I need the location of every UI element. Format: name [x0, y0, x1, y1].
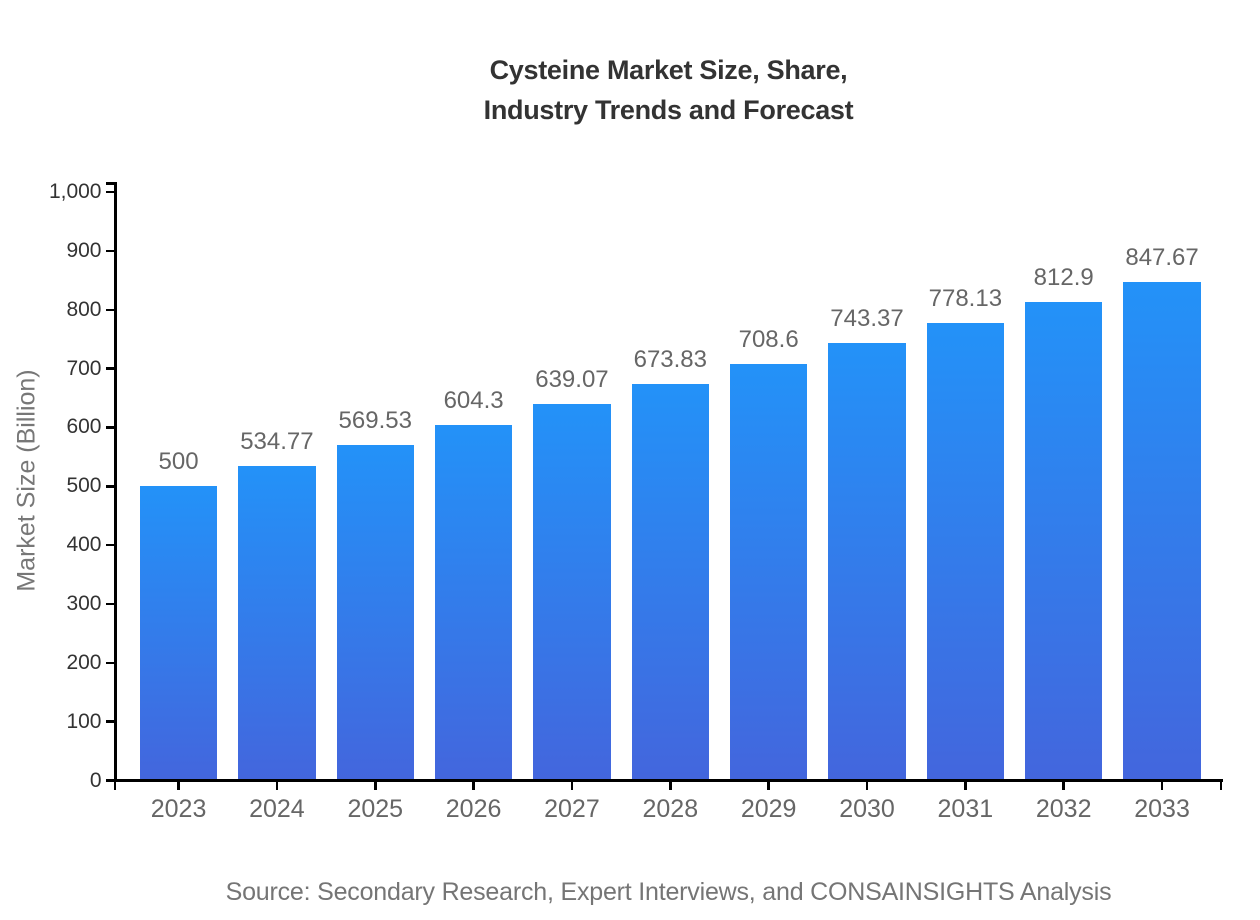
bar-value-label: 500 — [158, 448, 199, 476]
bar-value-label: 534.77 — [240, 427, 314, 455]
x-axis-tick — [570, 782, 574, 790]
bar-2031 — [926, 322, 1005, 779]
bar-2026 — [434, 424, 513, 779]
x-axis-category-label: 2028 — [642, 795, 699, 823]
x-axis-outer-tick-right — [1219, 782, 1222, 790]
y-axis-tick — [105, 779, 114, 782]
y-axis-tick-label: 600 — [66, 415, 102, 439]
y-axis-tick — [105, 367, 114, 370]
x-axis-category-label: 2029 — [740, 795, 797, 823]
x-axis-category-label: 2033 — [1134, 795, 1190, 823]
y-axis-tick — [105, 190, 114, 194]
bar-2025 — [336, 445, 414, 779]
y-axis-tick-label: 300 — [66, 591, 102, 615]
bar-value-label: 847.67 — [1125, 243, 1199, 271]
bar-value-label: 639.07 — [535, 366, 609, 394]
bar-value-label: 604.3 — [443, 386, 504, 414]
y-axis-tick — [105, 485, 114, 488]
bar-2033 — [1123, 281, 1201, 779]
bar-value-label: 743.37 — [830, 305, 904, 333]
y-axis-tick — [105, 661, 114, 665]
y-axis-tick — [105, 720, 114, 723]
y-axis-tick-label: 400 — [66, 533, 102, 557]
x-axis-tick — [374, 782, 377, 790]
x-axis-tick — [767, 782, 770, 790]
x-axis-tick — [669, 782, 672, 790]
y-axis-outer-tick — [105, 182, 114, 185]
bar-value-label: 708.6 — [738, 325, 799, 353]
y-axis-tick-label: 1,000 — [48, 180, 102, 204]
bar-2023 — [139, 486, 218, 779]
bar-value-label: 673.83 — [633, 346, 707, 374]
x-axis-category-label: 2031 — [937, 795, 994, 823]
y-axis-tick — [105, 308, 114, 312]
bar-2032 — [1024, 302, 1103, 779]
x-axis-line — [113, 779, 1223, 782]
bar-2024 — [238, 465, 316, 779]
chart-title-line-2: Industry Trends and Forecast — [483, 95, 854, 125]
y-axis-tick-label: 900 — [66, 238, 102, 262]
y-axis-tick-label: 100 — [66, 709, 102, 733]
y-axis-tick-label: 700 — [66, 356, 102, 380]
x-axis-tick — [865, 782, 869, 790]
bar-value-label: 569.53 — [338, 407, 412, 435]
x-axis-tick — [1062, 782, 1065, 790]
x-axis-outer-tick-left — [113, 782, 116, 790]
chart-title-line-1: Cysteine Market Size, Share, — [489, 55, 848, 85]
x-axis-tick — [275, 782, 279, 790]
x-axis-tick — [177, 782, 180, 790]
y-axis-tick-label: 500 — [66, 474, 102, 498]
y-axis-line — [113, 182, 117, 782]
bar-2029 — [729, 363, 808, 779]
x-axis-category-label: 2024 — [249, 795, 305, 823]
source-attribution: Source: Secondary Research, Expert Inter… — [225, 878, 1112, 906]
x-axis-category-label: 2032 — [1035, 795, 1092, 823]
y-axis-tick-label: 200 — [66, 650, 102, 674]
bar-value-label: 812.9 — [1033, 264, 1094, 292]
x-axis-category-label: 2025 — [347, 795, 404, 823]
bar-2030 — [828, 343, 906, 779]
y-axis-tick — [105, 426, 114, 429]
x-axis-category-label: 2026 — [445, 795, 502, 823]
x-axis-tick — [1160, 782, 1164, 790]
y-axis-tick — [105, 602, 114, 606]
bar-2028 — [631, 384, 710, 779]
y-axis-tick — [105, 543, 114, 547]
chart-title: Cysteine Market Size, Share, Industry Tr… — [115, 50, 1222, 130]
bar-value-label: 778.13 — [928, 284, 1003, 312]
y-axis-tick-label: 800 — [66, 297, 102, 321]
x-axis-tick — [472, 782, 475, 790]
x-axis-category-label: 2023 — [150, 795, 207, 823]
y-axis-tick-label: 0 — [89, 768, 102, 792]
x-axis-category-label: 2027 — [544, 795, 600, 823]
bar-2027 — [533, 404, 611, 779]
x-axis-tick — [964, 782, 967, 790]
y-axis-tick — [105, 249, 114, 253]
x-axis-category-label: 2030 — [839, 795, 895, 823]
